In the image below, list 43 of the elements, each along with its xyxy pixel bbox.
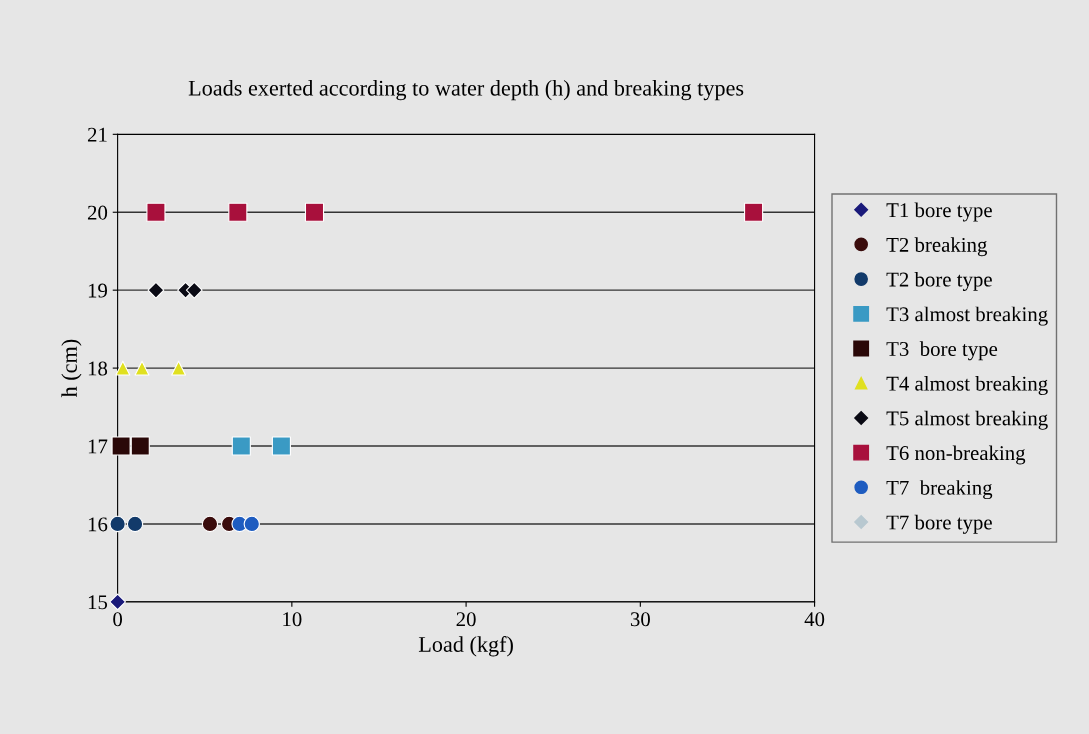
point [271, 436, 291, 456]
point [134, 360, 150, 376]
point [744, 202, 764, 222]
point [109, 515, 126, 533]
y-tick-label: 21 [87, 127, 107, 142]
point [228, 202, 248, 222]
point [130, 436, 150, 456]
x-tick-label: 20 [456, 612, 476, 627]
legend-label: T3 almost breaking [886, 306, 1048, 326]
point [231, 436, 251, 456]
y-tick-label: 19 [88, 283, 108, 298]
point [201, 515, 219, 533]
legend-label: T2 breaking [886, 237, 987, 257]
point [126, 515, 144, 533]
chart-title: Loads exerted according to water depth (h) and breaking types [188, 80, 744, 101]
point [185, 281, 203, 299]
legend-label: T6 non-breaking [886, 445, 1026, 465]
legend-label: T4 almost breaking [886, 376, 1048, 395]
point [171, 360, 187, 376]
x-tick-label: 10 [283, 612, 302, 627]
point [111, 436, 131, 456]
x-axis-title: Load (kgf) [418, 636, 513, 657]
point [146, 202, 166, 222]
point [243, 515, 260, 533]
legend-label: T2 bore type [886, 271, 992, 291]
legend-label: T5 almost breaking [886, 410, 1048, 430]
x-tick-label: 40 [804, 612, 825, 627]
point [115, 360, 131, 376]
y-axis-title: h (cm) [61, 339, 82, 398]
y-tick-label: 16 [88, 517, 108, 532]
y-tick-label: 18 [88, 361, 108, 376]
y-tick-label: 20 [87, 205, 108, 220]
y-tick-label: 15 [88, 595, 108, 610]
point [147, 281, 165, 299]
x-tick-label: 0 [113, 612, 123, 627]
point [304, 202, 325, 222]
legend-label: T1 bore type [886, 202, 992, 222]
y-tick-label: 17 [88, 439, 108, 454]
legend-label: T7 bore type [886, 514, 992, 534]
x-tick-label: 30 [630, 612, 650, 627]
point [109, 593, 127, 611]
legend-label: T3 bore type [886, 341, 998, 361]
legend-label: T7 breaking [886, 480, 993, 500]
